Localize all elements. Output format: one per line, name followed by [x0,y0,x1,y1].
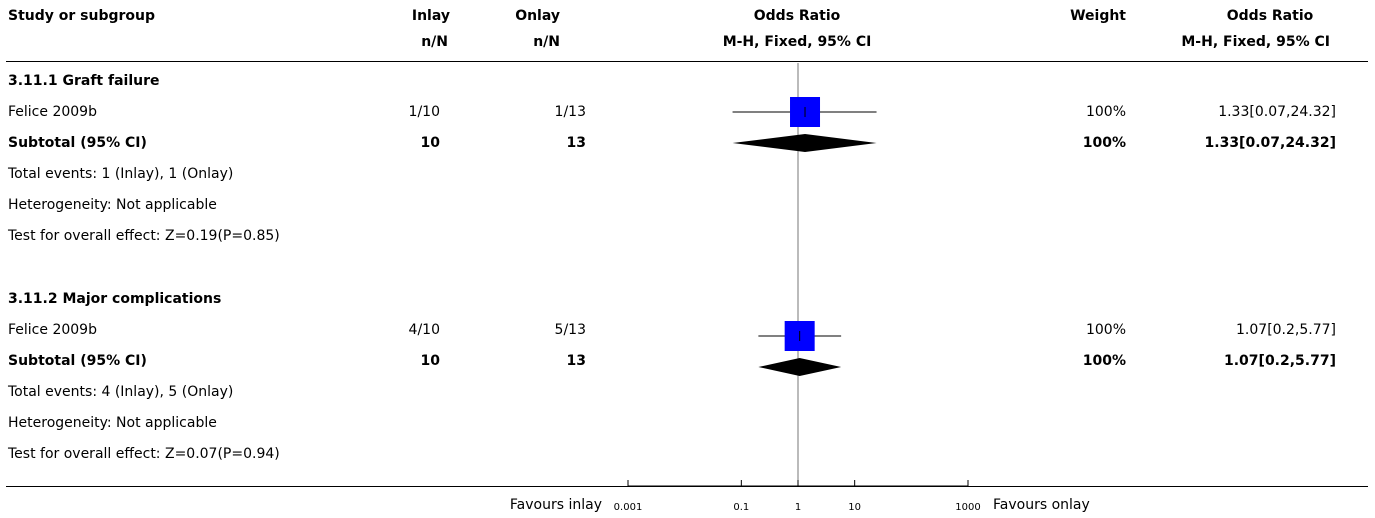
summary-diamond [758,358,842,376]
heterogeneity: Heterogeneity: Not applicable [8,197,217,213]
study-onlay: 5/13 [554,322,586,338]
header-odds-ratio-2: Odds Ratio [1226,8,1314,24]
study-name: Felice 2009b [8,322,97,338]
header-odds-ratio: Odds Ratio [753,8,841,24]
subtotal-inlay: 10 [420,135,440,151]
header-odds-ratio-sub: M-H, Fixed, 95% CI [722,34,872,50]
group-title: 3.11.2 Major complications [8,291,222,307]
study-weight: 100% [1085,322,1126,338]
header-odds-ratio-2-sub: M-H, Fixed, 95% CI [1181,34,1330,50]
header-inlay-sub: n/N [421,34,448,50]
subtotal-onlay: 13 [566,353,586,369]
subtotal-ci: 1.07[0.2,5.77] [1224,353,1336,369]
header-onlay-sub: n/N [533,34,560,50]
x-axis-tick-label: 1000 [955,502,980,513]
x-axis-tick-label: 10 [848,502,861,513]
subtotal-weight: 100% [1082,135,1126,151]
heterogeneity: Heterogeneity: Not applicable [8,415,217,431]
subtotal-onlay: 13 [566,135,586,151]
overall-effect: Test for overall effect: Z=0.07(P=0.94) [8,446,280,462]
total-events: Total events: 1 (Inlay), 1 (Onlay) [8,166,234,182]
summary-diamond [732,134,877,152]
header-onlay: Onlay [515,8,560,24]
study-inlay: 4/10 [408,322,440,338]
group-title: 3.11.1 Graft failure [8,73,160,89]
header-weight: Weight [1070,8,1126,24]
x-axis-tick-label: 0.001 [614,502,643,513]
subtotal-weight: 100% [1082,353,1126,369]
study-weight: 100% [1085,104,1126,120]
subtotal-label: Subtotal (95% CI) [8,353,147,369]
x-axis-tick-label: 0.1 [733,502,749,513]
favours-right-label: Favours onlay [993,497,1090,513]
study-ci: 1.07[0.2,5.77] [1236,322,1336,338]
subtotal-label: Subtotal (95% CI) [8,135,147,151]
header-study: Study or subgroup [8,8,156,24]
study-ci: 1.33[0.07,24.32] [1218,104,1336,120]
subtotal-inlay: 10 [420,353,440,369]
total-events: Total events: 4 (Inlay), 5 (Onlay) [8,384,234,400]
header-rule [6,61,1368,62]
favours-left-label: Favours inlay [509,497,602,513]
overall-effect: Test for overall effect: Z=0.19(P=0.85) [8,228,280,244]
subtotal-ci: 1.33[0.07,24.32] [1204,135,1336,151]
study-name: Felice 2009b [8,104,97,120]
study-onlay: 1/13 [554,104,586,120]
study-inlay: 1/10 [408,104,440,120]
header-inlay: Inlay [411,8,450,24]
x-axis-tick-label: 1 [795,502,801,513]
